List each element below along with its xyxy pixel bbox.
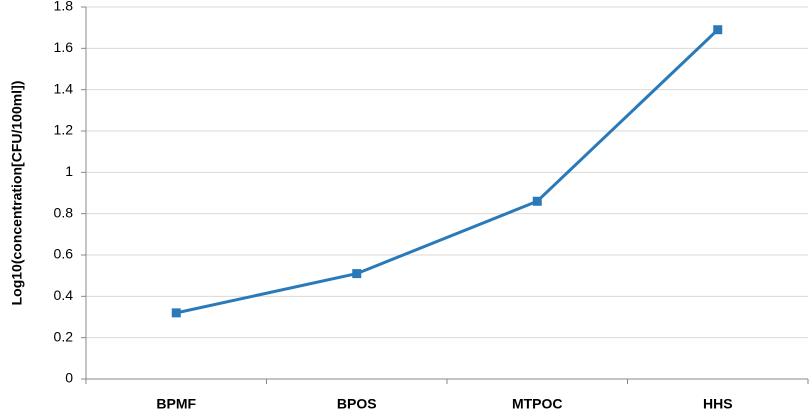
y-tick-label: 0.4 xyxy=(54,287,74,303)
y-axis-label: Log10(concentration[CFU/100ml]) xyxy=(9,81,25,306)
y-tick-label: 0.8 xyxy=(54,204,74,220)
marker xyxy=(352,269,362,279)
y-tick-label: 1.6 xyxy=(54,39,74,55)
x-tick-label: HHS xyxy=(703,396,733,411)
marker xyxy=(532,196,542,206)
x-tick-label: MTPOC xyxy=(512,396,563,411)
marker xyxy=(713,25,723,35)
y-tick-label: 1.2 xyxy=(54,122,74,138)
y-tick-label: 0.2 xyxy=(54,328,74,344)
x-tick-label: BPOS xyxy=(337,396,377,411)
y-tick-label: 0 xyxy=(65,370,73,386)
y-tick-label: 1 xyxy=(65,163,73,179)
x-tick-label: BPMF xyxy=(156,396,196,411)
y-tick-label: 0.6 xyxy=(54,246,74,262)
y-tick-label: 1.4 xyxy=(54,80,74,96)
y-tick-label: 1.8 xyxy=(54,0,74,14)
series-line xyxy=(175,28,719,315)
marker xyxy=(171,308,181,318)
